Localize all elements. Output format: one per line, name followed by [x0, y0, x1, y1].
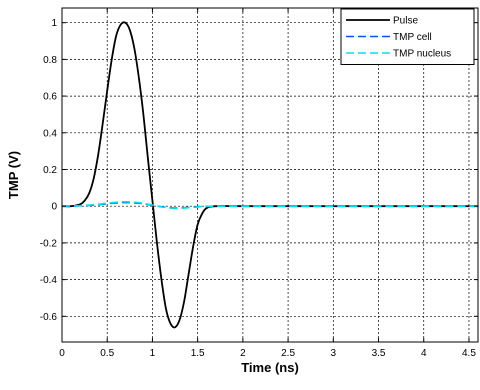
y-tick-label: -0.2 [40, 238, 58, 249]
y-axis-title: TMP (V) [6, 151, 21, 199]
x-tick-label: 3 [331, 348, 337, 359]
x-tick-label: 1 [150, 348, 156, 359]
legend-label: TMP nucleus [393, 49, 451, 60]
x-tick-label: 3.5 [372, 348, 386, 359]
x-tick-label: 0 [59, 348, 65, 359]
x-tick-label: 1.5 [191, 348, 205, 359]
x-tick-label: 4.5 [462, 348, 476, 359]
x-axis-title: Time (ns) [241, 360, 299, 375]
y-tick-label: -0.4 [40, 275, 58, 286]
x-tick-label: 2 [240, 348, 246, 359]
plot-frame [61, 7, 479, 343]
series-line-pulse [61, 21, 478, 329]
y-tick-label: 0.8 [43, 55, 57, 66]
series-line-tmp-cell [61, 201, 478, 209]
legend-label: TMP cell [393, 32, 432, 43]
legend: Pulse TMP cell TMP nucleus [340, 8, 475, 65]
series-layer [61, 21, 478, 329]
x-tick-label: 4 [421, 348, 427, 359]
y-tick-label: 0 [51, 202, 57, 213]
y-tick-label: 1 [51, 18, 57, 29]
legend-label: Pulse [393, 16, 418, 27]
x-tick-label: 2.5 [281, 348, 295, 359]
y-tick-label: 0.4 [43, 128, 57, 139]
y-tick-label: 0.2 [43, 165, 57, 176]
y-tick-label: 0.6 [43, 92, 57, 103]
y-tick-label: -0.6 [40, 312, 58, 323]
x-tick-label: 0.5 [100, 348, 114, 359]
grid-layer [62, 8, 478, 342]
tick-layer: 0 0.5 1 1.5 2 2.5 3 3.5 4 4.5 1 0.8 0.6 0.4 0.2 0 -0.2 -0… [40, 8, 478, 359]
series-line-tmp-nucleus [61, 200, 478, 210]
